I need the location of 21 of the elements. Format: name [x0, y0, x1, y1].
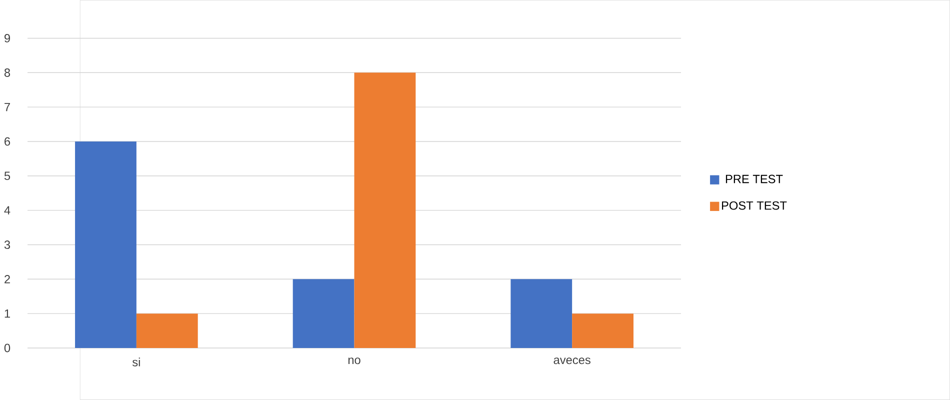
x-tick-label: si: [132, 358, 140, 366]
bar: [510, 279, 572, 348]
bar: [75, 141, 136, 348]
y-tick-label: 8: [4, 68, 10, 77]
legend-label: PRE TEST: [726, 174, 783, 184]
bar: [572, 314, 634, 348]
y-tick-label: 0: [4, 344, 10, 352]
y-tick-label: 9: [4, 34, 10, 42]
x-tick-label: aveces: [554, 358, 590, 364]
legend-label: POST TEST: [722, 201, 787, 210]
y-tick-label: 7: [4, 102, 10, 112]
y-tick-label: 3: [4, 240, 10, 249]
y-tick-label: 6: [4, 137, 10, 146]
y-tick-label: 5: [4, 172, 10, 180]
x-tick-label: no: [348, 358, 360, 364]
y-tick-label: 1: [4, 310, 10, 318]
y-tick-label: 4: [4, 206, 10, 214]
bar: [292, 279, 354, 348]
bar: [136, 314, 198, 348]
bar: [354, 72, 416, 348]
y-tick-label: 2: [4, 275, 10, 284]
